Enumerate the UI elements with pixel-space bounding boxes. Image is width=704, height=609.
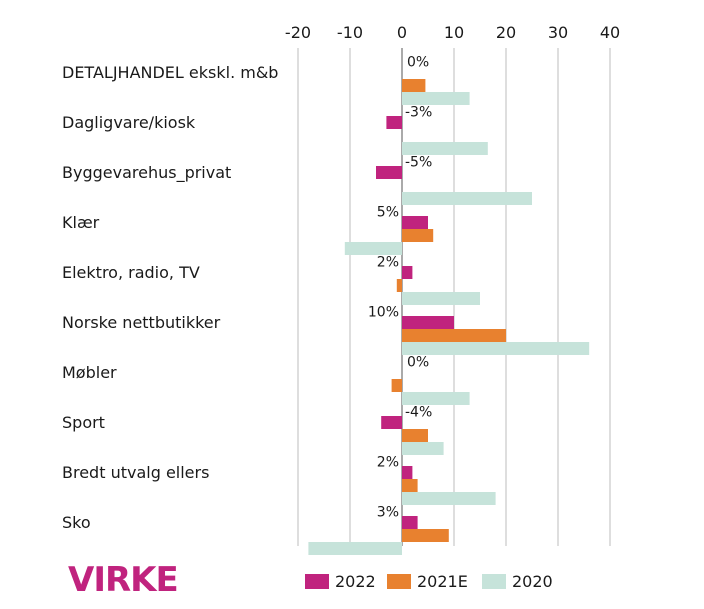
data-label: 2% bbox=[377, 455, 399, 471]
x-tick-label: 10 bbox=[444, 23, 464, 42]
bar-2022 bbox=[402, 266, 413, 279]
category-label: Norske nettbutikker bbox=[62, 313, 221, 332]
legend: 2022 2021E 2020 bbox=[305, 572, 553, 591]
x-tick-label: 40 bbox=[600, 23, 620, 42]
data-labels: 0% -3% -5% 5% 2% 10% 0% -4% 2% 3% bbox=[368, 55, 432, 521]
legend-label: 2021E bbox=[417, 572, 468, 591]
bar-2020 bbox=[402, 192, 532, 205]
bar-2020 bbox=[402, 92, 470, 105]
virke-logo: VIRKE bbox=[68, 560, 179, 600]
category-label: Klær bbox=[62, 213, 100, 232]
bar-2022 bbox=[402, 516, 418, 529]
bar-2022 bbox=[402, 466, 413, 479]
bar-2020 bbox=[402, 442, 444, 455]
bar-2022 bbox=[386, 116, 402, 129]
category-label: Bredt utvalg ellers bbox=[62, 463, 209, 482]
bar-2022 bbox=[402, 216, 428, 229]
data-label: 3% bbox=[377, 505, 399, 521]
data-label: 0% bbox=[407, 55, 429, 71]
x-tick-label: 30 bbox=[548, 23, 568, 42]
bar-2020 bbox=[402, 492, 496, 505]
bar-2021e bbox=[402, 479, 418, 492]
bar-2020 bbox=[344, 242, 402, 255]
data-label: -4% bbox=[405, 405, 432, 421]
bar-2022 bbox=[376, 166, 402, 179]
bar-2021e bbox=[402, 229, 434, 242]
legend-swatch-2022 bbox=[305, 574, 329, 589]
legend-label: 2020 bbox=[512, 572, 553, 591]
bar-2020 bbox=[402, 142, 488, 155]
bar-2021e bbox=[391, 379, 402, 392]
bars bbox=[308, 79, 590, 555]
bar-2020 bbox=[308, 542, 402, 555]
data-label: 10% bbox=[368, 305, 399, 321]
category-labels: DETALJHANDEL ekskl. m&b Dagligvare/kiosk B… bbox=[62, 63, 278, 532]
bar-2020 bbox=[402, 392, 470, 405]
bar-2020 bbox=[402, 342, 590, 355]
category-label: Møbler bbox=[62, 363, 117, 382]
legend-label: 2022 bbox=[335, 572, 376, 591]
data-label: 0% bbox=[407, 355, 429, 371]
bar-2021e bbox=[396, 279, 402, 292]
bar-2022 bbox=[381, 416, 402, 429]
data-label: -5% bbox=[405, 155, 432, 171]
bar-2021e bbox=[402, 429, 428, 442]
bar-2020 bbox=[402, 292, 480, 305]
data-label: -3% bbox=[405, 105, 432, 121]
bar-2021e bbox=[402, 529, 449, 542]
x-tick-label: -20 bbox=[285, 23, 311, 42]
legend-swatch-2021e bbox=[387, 574, 411, 589]
category-label: Dagligvare/kiosk bbox=[62, 113, 196, 132]
category-label: Byggevarehus_privat bbox=[62, 163, 231, 183]
x-tick-label: -10 bbox=[337, 23, 363, 42]
bar-2022 bbox=[402, 316, 454, 329]
data-label: 5% bbox=[377, 205, 399, 221]
x-axis-ticks: -20 -10 0 10 20 30 40 bbox=[285, 23, 620, 42]
legend-swatch-2020 bbox=[482, 574, 506, 589]
data-label: 2% bbox=[377, 255, 399, 271]
logo-text: VIRKE bbox=[68, 560, 178, 600]
category-label: DETALJHANDEL ekskl. m&b bbox=[62, 63, 278, 82]
category-label: Sport bbox=[62, 413, 105, 432]
bar-2021e bbox=[402, 79, 426, 92]
bar-2021e bbox=[402, 329, 506, 342]
category-label: Elektro, radio, TV bbox=[62, 263, 200, 282]
x-tick-label: 0 bbox=[397, 23, 407, 42]
x-tick-label: 20 bbox=[496, 23, 516, 42]
category-label: Sko bbox=[62, 513, 91, 532]
